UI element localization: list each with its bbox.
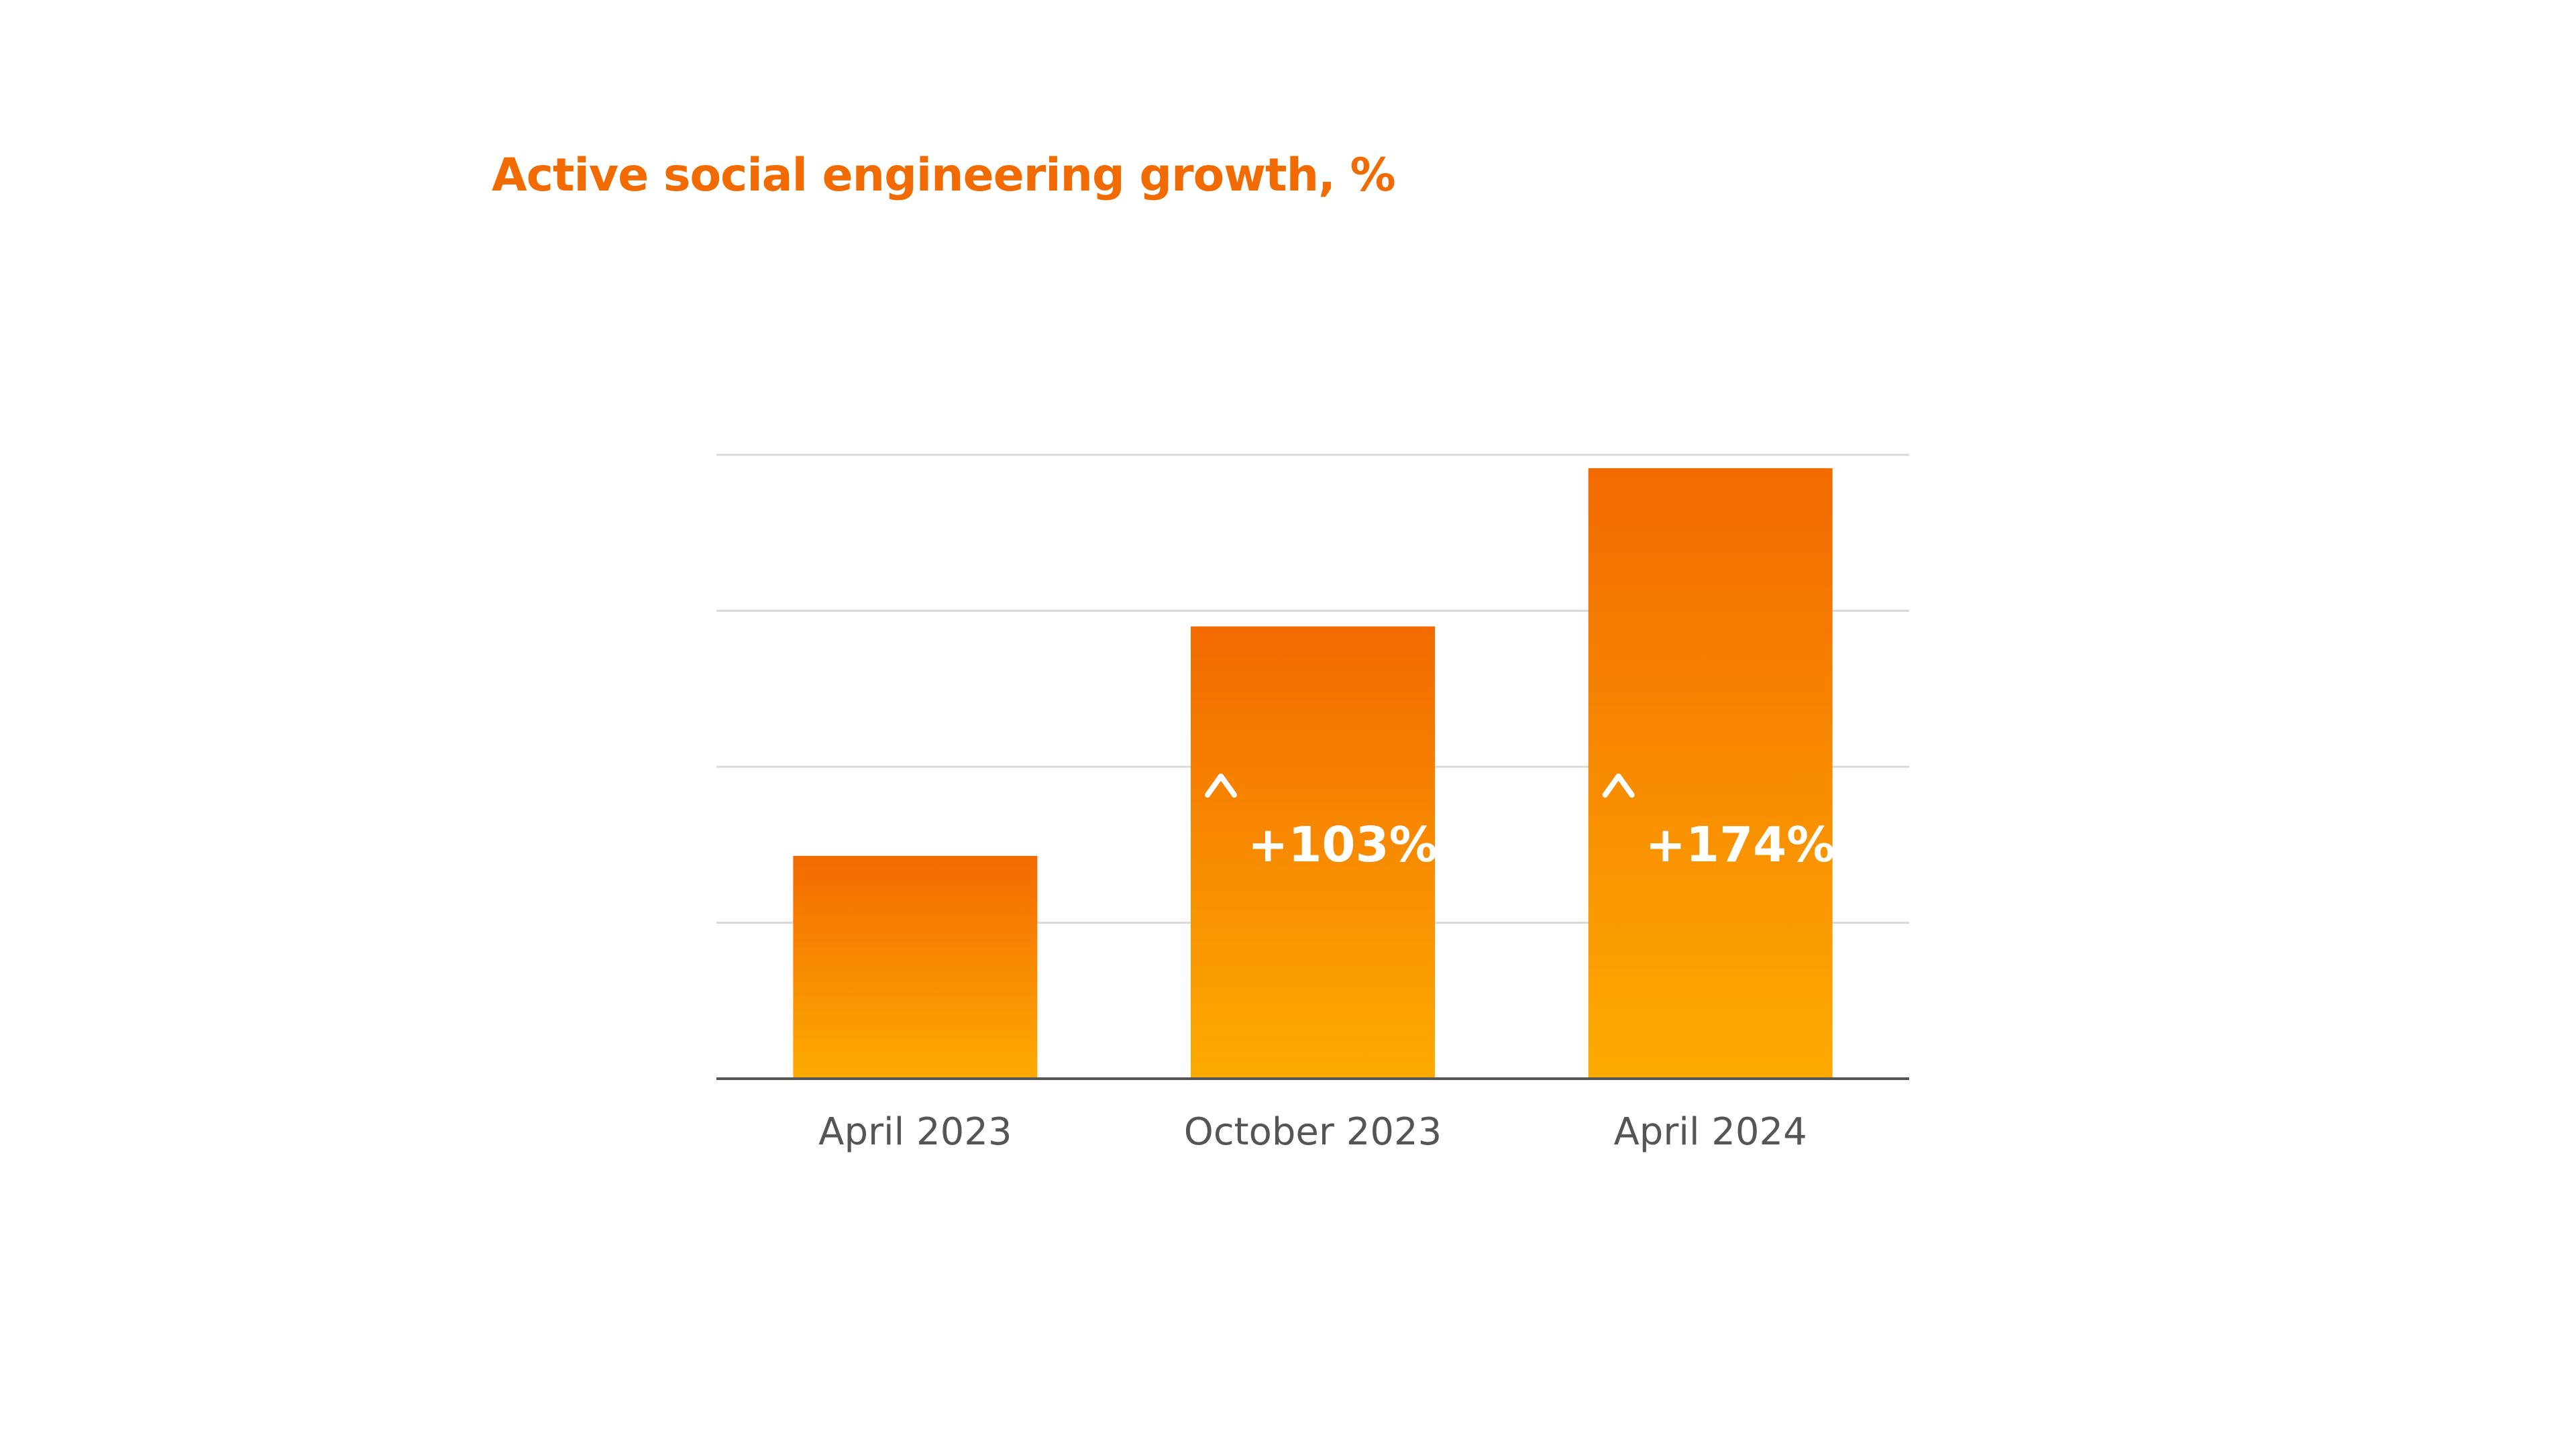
chart-title: Active social engineering growth, % [492,149,1396,202]
bar [1191,626,1435,1079]
bar [1588,468,1833,1079]
x-tick-label: April 2024 [1614,1110,1807,1154]
bar [793,855,1038,1079]
data-label: +174% [1646,816,1835,873]
x-tick-label: April 2023 [818,1110,1012,1154]
data-label: +103% [1248,816,1438,873]
up-arrow-icon [1205,773,1237,902]
up-arrow-icon [1602,773,1635,902]
x-tick-label: October 2023 [1184,1110,1442,1154]
